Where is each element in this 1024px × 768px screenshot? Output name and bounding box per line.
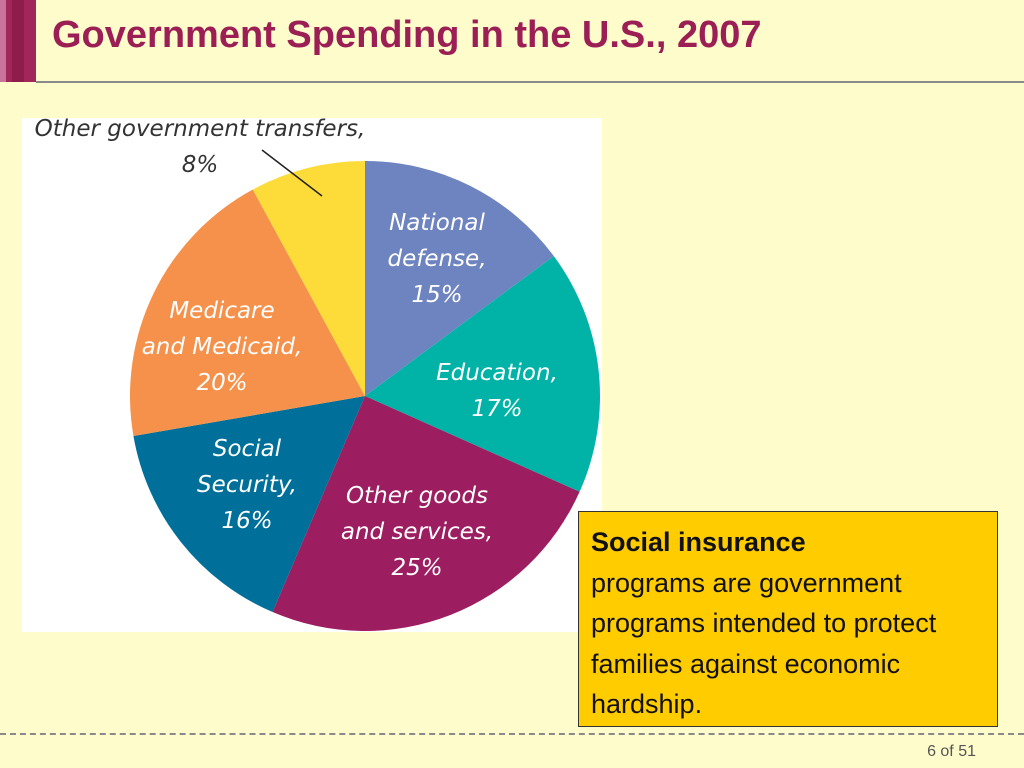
pie-slice (365, 161, 554, 396)
callout-term: Social insurance (591, 527, 806, 557)
footer-divider (0, 733, 1024, 735)
definition-callout: Social insurance programs are government… (578, 511, 998, 727)
callout-definition: programs are government programs intende… (591, 567, 937, 720)
slice-label: 17% (471, 396, 522, 422)
slice-label: 20% (196, 370, 247, 396)
slice-label: 8% (182, 152, 219, 178)
slice-label: National (389, 210, 485, 236)
slice-label: Other goods (346, 483, 488, 509)
slice-label: and services, (341, 519, 493, 545)
pie-chart-panel: National defense, 15% Education, 17% Other go… (22, 118, 602, 632)
pie-slice (129, 189, 365, 437)
slice-label: Education, (436, 360, 558, 386)
pie-slice (133, 396, 365, 613)
title-divider (36, 81, 1024, 83)
slice-label: 16% (221, 508, 272, 534)
slice-label: and Medicaid, (142, 334, 303, 360)
pie-slice (252, 161, 365, 396)
pie-slice (365, 256, 600, 492)
slice-label: Other government transfers, (35, 118, 366, 142)
slice-label: 15% (411, 282, 462, 308)
title-accent-bar (0, 0, 36, 82)
slice-label: 25% (391, 555, 442, 581)
slice-label: Medicare (169, 298, 274, 324)
slice-label: Social (213, 436, 282, 462)
slide-title: Government Spending in the U.S., 2007 (52, 14, 762, 56)
slice-label: Security, (197, 472, 297, 498)
pie-slice (272, 396, 580, 632)
page-number: 6 of 51 (927, 743, 976, 760)
label-leader-line (261, 149, 323, 197)
slice-label: defense, (387, 246, 486, 272)
pie-chart: National defense, 15% Education, 17% Other go… (35, 118, 600, 632)
